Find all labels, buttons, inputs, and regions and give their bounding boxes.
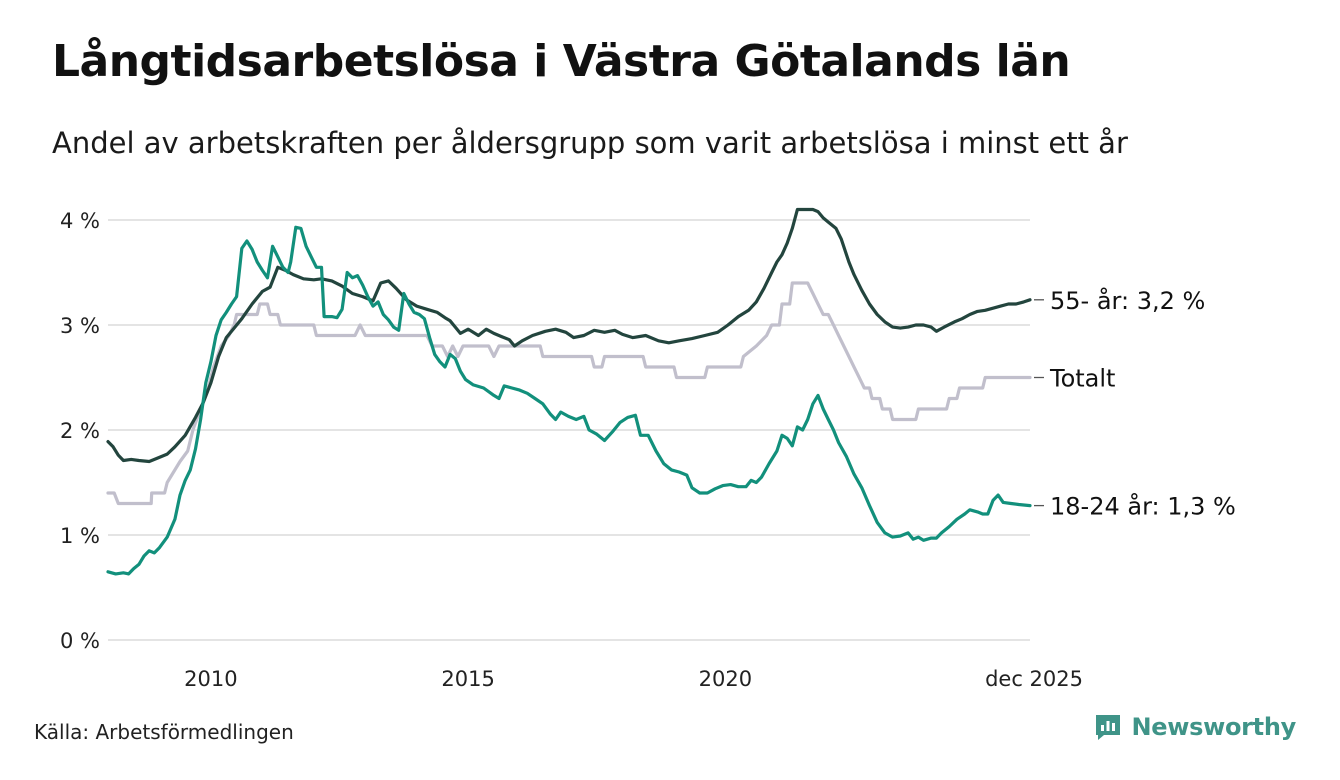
y-tick-label: 3 % — [60, 314, 100, 338]
series-line-18-24-r — [106, 225, 1032, 576]
x-tick-label: 2010 — [184, 667, 237, 691]
series-layer — [106, 207, 1032, 576]
x-tick-label: 2020 — [699, 667, 752, 691]
line-chart: 0 % 1 % 2 % 3 % 4 % 2010 2015 2020 dec 2025 Tot… — [60, 207, 1236, 691]
chart-title: Långtidsarbetslösa i Västra Götalands lä… — [52, 36, 1071, 87]
brand-name: Newsworthy — [1131, 713, 1296, 741]
y-tick-label: 1 % — [60, 524, 100, 548]
y-tick-label: 4 % — [60, 209, 100, 233]
series-end-label: 18-24 år: 1,3 % — [1050, 492, 1236, 521]
y-axis-ticks: 0 % 1 % 2 % 3 % 4 % — [60, 209, 100, 653]
series-end-label: Totalt — [1049, 365, 1115, 393]
x-tick-label: dec 2025 — [985, 667, 1083, 691]
y-tick-label: 2 % — [60, 419, 100, 443]
brand-logo[interactable]: Newsworthy — [1093, 712, 1296, 742]
x-tick-label: 2015 — [441, 667, 494, 691]
series-line-55-r — [106, 207, 1032, 464]
chart-subtitle: Andel av arbetskraften per åldersgrupp s… — [52, 126, 1128, 160]
end-labels: Totalt 55- år: 3,2 % 18-24 år: 1,3 % — [1034, 286, 1236, 521]
series-end-label: 55- år: 3,2 % — [1050, 286, 1205, 315]
newsworthy-logo-icon — [1096, 715, 1121, 740]
grid-layer — [108, 219, 1030, 641]
x-axis-ticks: 2010 2015 2020 dec 2025 — [184, 667, 1083, 691]
series-line-totalt — [106, 281, 1032, 506]
y-tick-label: 0 % — [60, 629, 100, 653]
source-note: Källa: Arbetsförmedlingen — [34, 720, 294, 744]
